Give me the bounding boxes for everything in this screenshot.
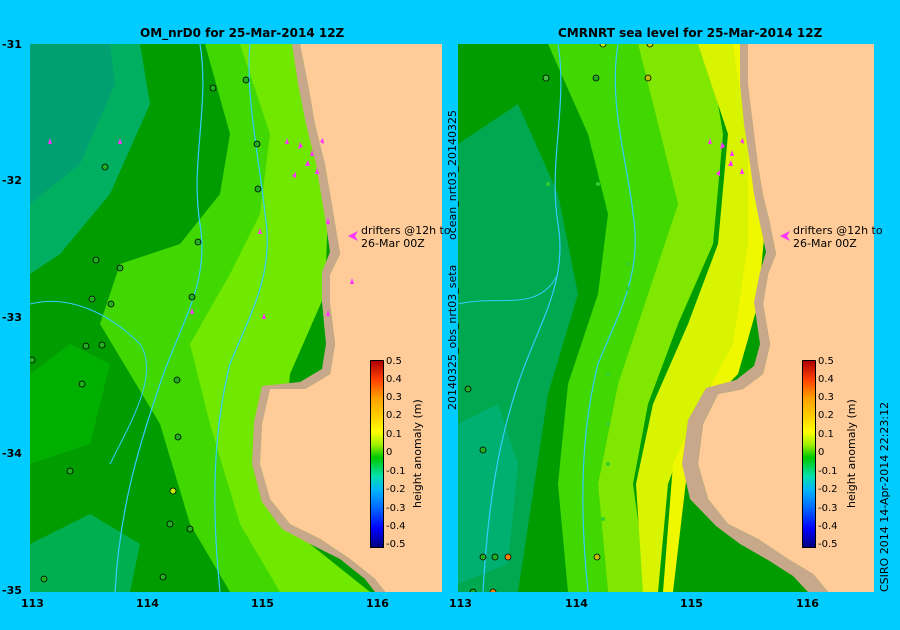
right-colorbar-gradient <box>802 360 816 548</box>
coast-strip <box>682 44 828 592</box>
right-map[interactable] <box>458 44 874 592</box>
right-cbar-tick-8: -0.3 <box>818 503 838 514</box>
left-cbar-tick-5: 0 <box>386 447 393 458</box>
left-cbar-tick-1: 0.4 <box>386 374 402 385</box>
left-cbar-tick-10: -0.5 <box>386 539 406 550</box>
left-drifter-note-1: drifters @12h to <box>361 224 451 237</box>
left-colorbar-label: height anomaly (m) <box>411 399 424 508</box>
left-cbar-tick-0: 0.5 <box>386 356 402 367</box>
left-map-svg <box>30 44 442 592</box>
mid-band <box>548 44 678 592</box>
left-ytick-0: -31 <box>2 38 22 51</box>
left-ytick-1: -32 <box>2 174 22 187</box>
left-ytick-2: -33 <box>2 311 22 324</box>
left-cbar-tick-6: -0.1 <box>386 466 406 477</box>
right-cbar-tick-10: -0.5 <box>818 539 838 550</box>
left-xtick-2: 115 <box>251 597 274 610</box>
left-map[interactable] <box>30 44 442 592</box>
right-xtick-2: 115 <box>680 597 703 610</box>
yellow-band <box>636 44 768 592</box>
light-band <box>598 44 723 592</box>
right-colorbar <box>802 360 816 548</box>
eddy-darker <box>30 44 115 204</box>
left-ytick-3: -34 <box>2 447 22 460</box>
right-cbar-tick-0: 0.5 <box>818 356 834 367</box>
left-cbar-tick-7: -0.2 <box>386 484 406 495</box>
right-cbar-tick-5: 0 <box>818 447 825 458</box>
right-drifter-note-2: 26-Mar 00Z <box>793 237 857 250</box>
right-xtick-1: 114 <box>565 597 588 610</box>
left-colorbar-gradient <box>370 360 384 548</box>
left-cbar-tick-3: 0.2 <box>386 410 402 421</box>
river-line-2 <box>582 44 636 592</box>
river-line-1 <box>114 44 204 592</box>
green-patch <box>30 344 110 464</box>
land <box>260 44 442 592</box>
obs-dots <box>546 182 630 521</box>
right-cbar-tick-9: -0.4 <box>818 521 838 532</box>
coast-strip <box>252 44 385 592</box>
left-cbar-tick-2: 0.3 <box>386 392 402 403</box>
eddy-bottom <box>30 514 140 592</box>
right-cbar-tick-4: 0.1 <box>818 429 834 440</box>
left-cbar-tick-4: 0.1 <box>386 429 402 440</box>
right-xtick-3: 116 <box>796 597 819 610</box>
left-panel-title: OM_nrD0 for 25-Mar-2014 12Z <box>140 26 345 40</box>
left-xtick-1: 114 <box>136 597 159 610</box>
obs-circles <box>30 76 262 583</box>
river-line-3 <box>458 273 559 305</box>
drifter-arrow <box>780 231 790 241</box>
river-line-3 <box>30 300 148 465</box>
right-cbar-tick-7: -0.2 <box>818 484 838 495</box>
drifter-arrow <box>348 231 358 241</box>
left-colorbar <box>370 360 384 548</box>
eddy-bottom <box>458 404 518 584</box>
right-map-svg <box>458 44 874 592</box>
right-drifter-note-1: drifters @12h to <box>793 224 883 237</box>
drifter-markers <box>48 138 354 319</box>
left-xtick-3: 116 <box>366 597 389 610</box>
river-line-2 <box>214 44 268 592</box>
land <box>698 44 874 592</box>
left-xtick-0: 113 <box>21 597 44 610</box>
left-ytick-4: -35 <box>2 584 22 597</box>
footer-credit: CSIRO 2014 14-Apr-2014 22:23:12 <box>878 401 891 592</box>
obs-circles <box>464 44 654 592</box>
drifter-markers <box>708 138 744 176</box>
right-side-label-bottom: 20140325_obs_nrt03_seta <box>446 264 459 410</box>
left-drifter-note-2: 26-Mar 00Z <box>361 237 425 250</box>
right-cbar-tick-3: 0.2 <box>818 410 834 421</box>
right-xtick-0: 113 <box>449 597 472 610</box>
right-cbar-tick-6: -0.1 <box>818 466 838 477</box>
right-colorbar-label: height anomaly (m) <box>845 399 858 508</box>
right-panel-title: CMRNRT sea level for 25-Mar-2014 12Z <box>558 26 823 40</box>
left-cbar-tick-9: -0.4 <box>386 521 406 532</box>
right-side-label-top: ocean_nrt03_20140325 <box>446 109 459 240</box>
right-cbar-tick-2: 0.3 <box>818 392 834 403</box>
right-cbar-tick-1: 0.4 <box>818 374 834 385</box>
left-cbar-tick-8: -0.3 <box>386 503 406 514</box>
river-line-1 <box>482 44 562 592</box>
